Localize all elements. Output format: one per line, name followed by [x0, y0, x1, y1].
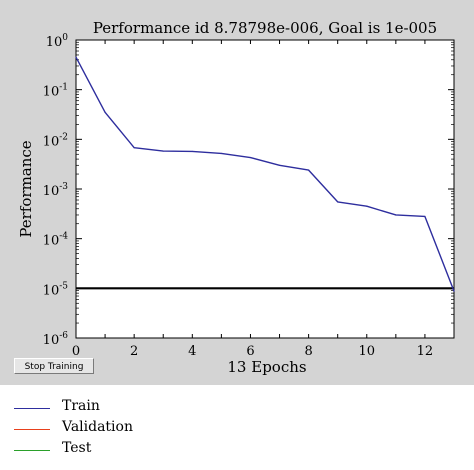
- y-tick-label: 10-1: [43, 83, 68, 100]
- x-tick-label: 10: [358, 344, 375, 359]
- series-line-train: [75, 56, 455, 292]
- figure-window: Performance id 8.78798e-006, Goal is 1e-…: [0, 0, 474, 385]
- legend-label: Train: [62, 398, 100, 414]
- legend-label: Test: [62, 440, 92, 456]
- data-point: [249, 156, 252, 159]
- x-tick-label: 0: [72, 344, 80, 359]
- data-point: [220, 152, 222, 155]
- legend-label: Validation: [62, 419, 133, 435]
- x-tick-label: 12: [417, 344, 434, 359]
- y-tick-label: 10-6: [43, 331, 69, 348]
- chart-title: Performance id 8.78798e-006, Goal is 1e-…: [93, 19, 437, 37]
- y-tick-label: 100: [46, 33, 69, 50]
- data-point: [337, 201, 339, 203]
- data-point: [104, 111, 106, 113]
- y-tick-label: 10-5: [43, 281, 69, 298]
- x-tick-label: 2: [130, 344, 138, 359]
- data-point: [191, 150, 193, 153]
- x-tick-label: 4: [188, 344, 196, 359]
- data-point: [366, 205, 368, 207]
- data-point: [278, 164, 281, 166]
- data-point: [75, 56, 77, 58]
- x-axis-label: 13 Epochs: [227, 358, 306, 376]
- y-axis-label: Performance: [17, 140, 35, 237]
- y-tick-label: 10-3: [43, 182, 69, 199]
- legend-swatch: [14, 450, 50, 451]
- x-tick-label: 6: [246, 344, 254, 359]
- data-point: [424, 215, 426, 218]
- data-point: [453, 290, 455, 292]
- data-point: [395, 214, 397, 216]
- data-point: [162, 150, 164, 152]
- plot-area: [75, 39, 455, 339]
- y-tick-label: 10-2: [43, 132, 68, 149]
- x-tick-label: 8: [304, 344, 312, 359]
- legend-swatch: [14, 429, 50, 430]
- stop-training-button[interactable]: Stop Training: [14, 358, 94, 374]
- performance-chart: Performance id 8.78798e-006, Goal is 1e-…: [17, 19, 455, 376]
- legend-swatch: [14, 408, 50, 409]
- data-point: [308, 169, 310, 171]
- data-point: [133, 147, 135, 149]
- y-tick-label: 10-4: [43, 232, 69, 249]
